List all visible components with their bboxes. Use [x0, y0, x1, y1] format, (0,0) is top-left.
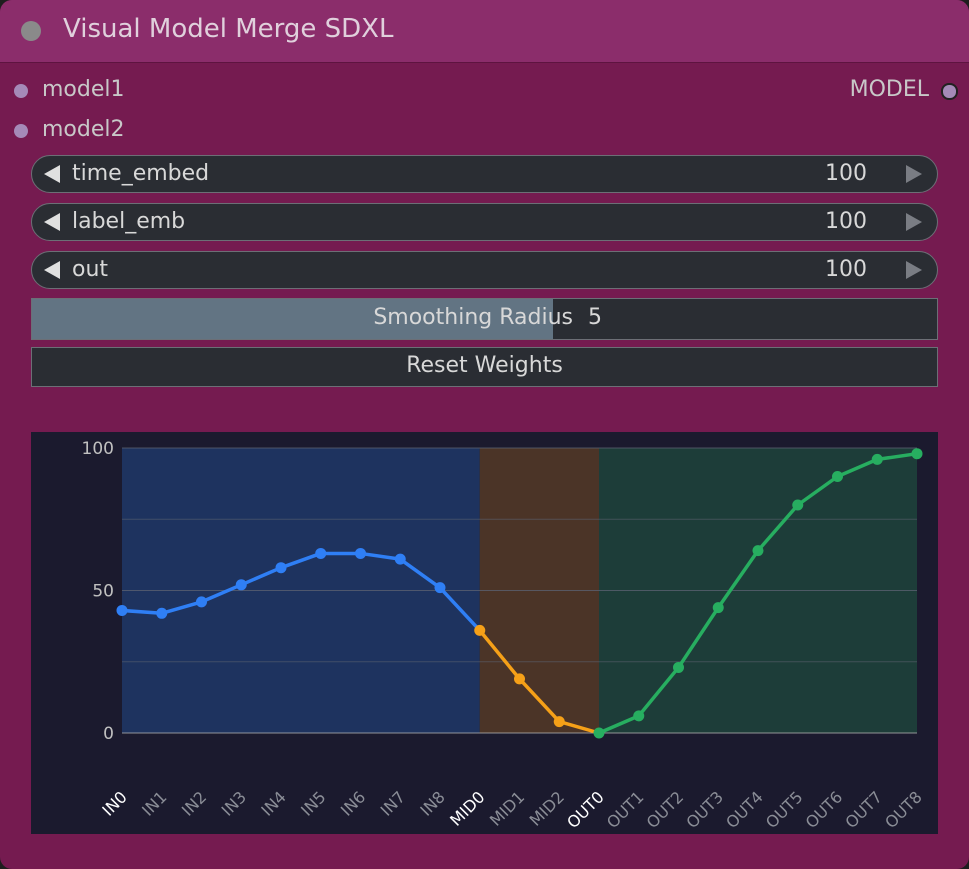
- line-segment: [756, 503, 800, 553]
- point: [832, 471, 843, 482]
- widget-label: out: [72, 257, 109, 282]
- point: [394, 553, 406, 565]
- number-widget[interactable]: [31, 251, 938, 289]
- input-label: model2: [42, 117, 125, 142]
- y-tick-label: 0: [103, 724, 114, 744]
- arrow-icon: [906, 165, 922, 183]
- point: [474, 624, 486, 636]
- button[interactable]: [31, 347, 938, 387]
- point: [196, 596, 207, 608]
- y-tick-label: 50: [92, 582, 114, 602]
- widget-value: 100: [825, 257, 867, 282]
- line-segment: [637, 665, 681, 718]
- line-segment: [358, 551, 402, 561]
- point: [156, 607, 168, 619]
- line-segment: [120, 608, 164, 616]
- line-segment: [199, 583, 243, 604]
- output-dot[interactable]: [941, 83, 958, 100]
- arrow-icon: [44, 165, 60, 183]
- slider-fill: [32, 299, 553, 339]
- line-segment: [796, 474, 840, 507]
- arrow[interactable]: [906, 261, 922, 279]
- line-segment: [517, 677, 561, 724]
- line-segment: [716, 548, 760, 610]
- point: [871, 453, 883, 465]
- point: [911, 448, 923, 460]
- point: [275, 562, 287, 574]
- point: [434, 582, 446, 594]
- arrow-icon: [906, 213, 922, 231]
- arrow[interactable]: [44, 213, 60, 231]
- line-segment: [875, 451, 919, 462]
- arrow-icon: [44, 261, 60, 279]
- line-segment: [160, 600, 204, 616]
- slider-value: 5: [588, 305, 602, 330]
- number-widget[interactable]: [31, 155, 938, 193]
- widget-value: 100: [825, 161, 867, 186]
- title-bar: Visual Model Merge SDXL: [0, 0, 969, 63]
- point: [593, 727, 605, 739]
- button-label: Reset Weights: [406, 353, 563, 378]
- line-segment: [478, 628, 522, 681]
- widget-value: 100: [825, 209, 867, 234]
- input-dot[interactable]: [14, 84, 28, 98]
- widget-label: time_embed: [72, 161, 210, 186]
- arrow[interactable]: [44, 165, 60, 183]
- point: [712, 602, 724, 614]
- line-segment: [398, 557, 442, 590]
- widget-label: label_emb: [72, 209, 186, 234]
- line-segment: [557, 719, 601, 735]
- node-title: Visual Model Merge SDXL: [63, 14, 394, 44]
- point: [633, 710, 645, 722]
- point: [355, 547, 366, 559]
- y-tick-label: 100: [82, 439, 114, 459]
- arrow-icon: [906, 261, 922, 279]
- number-widget[interactable]: [31, 203, 938, 241]
- input-label: model1: [42, 77, 125, 102]
- point: [673, 661, 684, 673]
- arrow[interactable]: [906, 213, 922, 231]
- input-dot[interactable]: [14, 124, 28, 138]
- line-segment: [438, 585, 482, 633]
- point: [116, 604, 128, 616]
- arrow-icon: [44, 213, 60, 231]
- line-segment: [597, 714, 641, 735]
- line-segment: [835, 457, 879, 479]
- line-segment: [239, 565, 283, 587]
- point: [514, 673, 525, 685]
- point: [315, 547, 327, 559]
- point: [792, 499, 804, 511]
- point: [752, 545, 764, 557]
- output-label: MODEL: [849, 77, 929, 102]
- arrow[interactable]: [906, 165, 922, 183]
- line-segment: [279, 551, 323, 570]
- arrow[interactable]: [44, 261, 60, 279]
- slider-label: Smoothing Radius: [373, 305, 573, 330]
- line-segment: [676, 605, 720, 670]
- point: [553, 716, 565, 728]
- collapse-dot[interactable]: [21, 21, 41, 41]
- point: [235, 579, 247, 591]
